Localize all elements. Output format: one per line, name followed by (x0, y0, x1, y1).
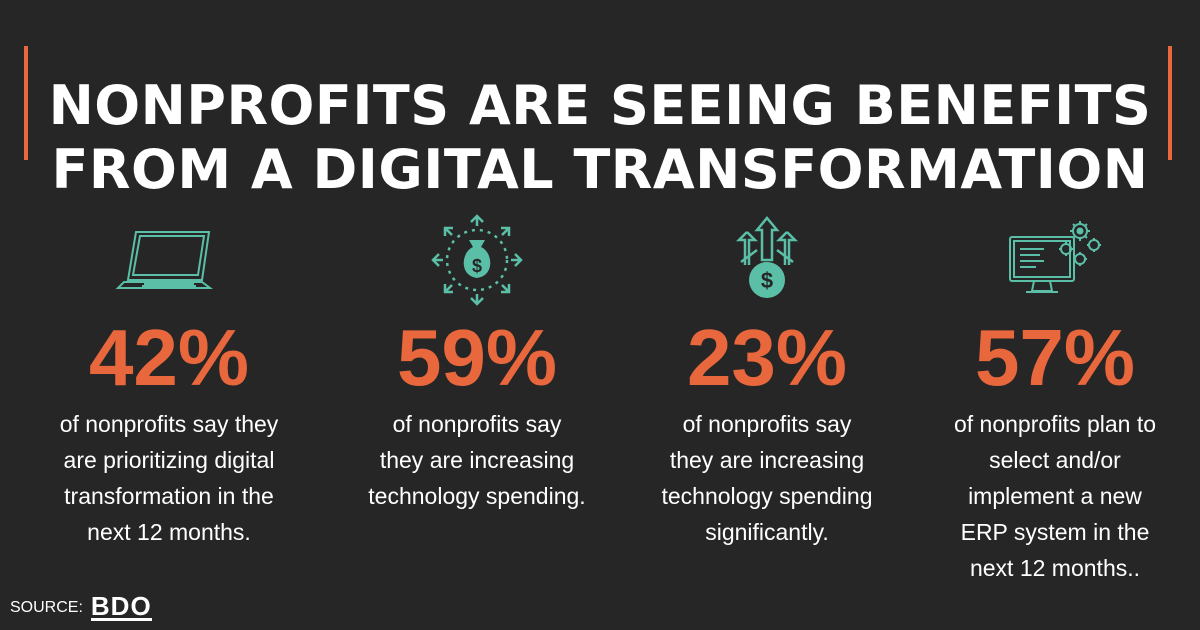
stat-description: of nonprofits say they are increasing te… (368, 411, 586, 509)
stat-description: of nonprofits plan to select and/or impl… (953, 411, 1157, 581)
money-bag-growth-icon: $ (332, 210, 622, 310)
laptop-icon (24, 210, 314, 310)
stat-card-3: $ 23% of nonprofits say they are increas… (622, 210, 912, 550)
page-title: NONPROFITS ARE SEEING BENEFITS FROM A DI… (40, 74, 1160, 202)
monitor-gears-icon (910, 210, 1200, 310)
stat-value: 23% (686, 313, 848, 402)
title-line-1: NONPROFITS ARE SEEING BENEFITS (48, 74, 1152, 138)
stat-value: 42% (88, 313, 250, 402)
stat-description: of nonprofits say they are increasing te… (661, 411, 873, 545)
stat-card-2: $ 59% of nonprofits say they are increas… (332, 210, 622, 514)
stat-card-4: 57% of nonprofits plan to select and/or … (910, 210, 1200, 586)
stat-value: 57% (974, 313, 1136, 402)
stat-value: 59% (396, 313, 558, 402)
svg-text:$: $ (761, 268, 773, 293)
source-label: SOURCE: (10, 598, 83, 616)
svg-text:$: $ (472, 256, 482, 276)
source-credit: SOURCE: BDO (10, 591, 152, 621)
title-divider-left (24, 46, 28, 160)
bdo-logo: BDO (90, 591, 152, 621)
stat-card-1: 42% of nonprofits say they are prioritiz… (24, 210, 314, 550)
title-line-2: FROM A DIGITAL TRANSFORMATION (51, 138, 1149, 202)
title-divider-right (1168, 46, 1172, 160)
stat-description: of nonprofits say they are prioritizing … (59, 411, 279, 545)
dollar-arrows-up-icon: $ (622, 210, 912, 310)
